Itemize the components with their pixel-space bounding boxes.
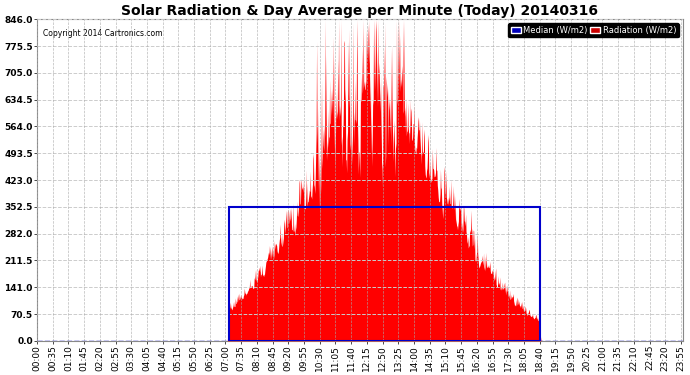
Bar xyxy=(228,207,540,341)
Legend: Median (W/m2), Radiation (W/m2): Median (W/m2), Radiation (W/m2) xyxy=(509,24,679,38)
Text: Copyright 2014 Cartronics.com: Copyright 2014 Cartronics.com xyxy=(43,29,163,38)
Title: Solar Radiation & Day Average per Minute (Today) 20140316: Solar Radiation & Day Average per Minute… xyxy=(121,4,598,18)
